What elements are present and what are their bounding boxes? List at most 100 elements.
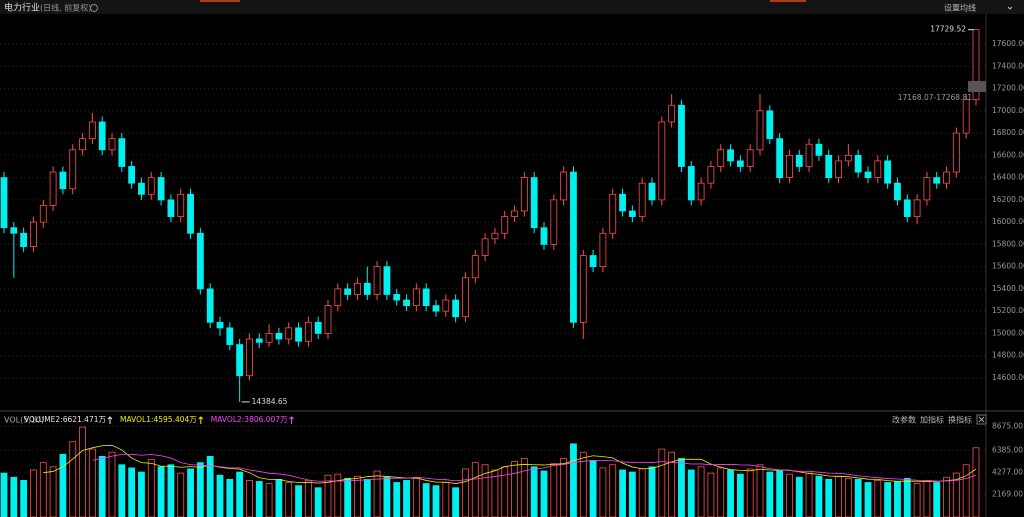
volume-bar [766, 471, 774, 517]
mavol-line [43, 444, 977, 484]
candle-body [550, 199, 558, 245]
volume-tick-label: 2169.00 [992, 489, 1023, 498]
volume-bar [638, 468, 646, 517]
volume-bar [894, 481, 901, 517]
candle-body [30, 221, 37, 248]
volume-bar [88, 448, 96, 517]
candle-body [727, 149, 734, 162]
candle-body [481, 238, 489, 256]
candle-body [952, 132, 960, 173]
panel-button[interactable]: 加指标 [920, 415, 944, 425]
candle-body [668, 104, 676, 123]
candle-body [471, 255, 479, 279]
legend-arrow [198, 416, 204, 424]
candle-body [766, 110, 774, 140]
volume-legend: MAVOL2:3806.007万 [211, 415, 288, 424]
candle-body [304, 321, 312, 342]
candle-body [589, 255, 597, 268]
volume-bar [383, 476, 391, 517]
candle-body [246, 338, 253, 377]
volume-bar [354, 475, 361, 517]
candle-body [786, 154, 793, 179]
candle-body [864, 171, 872, 179]
volume-bar [452, 487, 460, 517]
volume-bar [432, 485, 440, 517]
candle-body [236, 344, 244, 377]
candle-body [923, 177, 931, 201]
volume-bar [481, 464, 489, 517]
volume-bar [628, 471, 636, 517]
volume-bar [314, 487, 322, 517]
volume-bar [39, 462, 47, 517]
candle-body [295, 327, 302, 342]
candle-body [412, 288, 420, 307]
candle-body [0, 177, 8, 229]
panel-button[interactable]: 改参数 [892, 415, 916, 425]
volume-bar [736, 473, 744, 517]
y-tick-label: 16800.00 [992, 128, 1024, 137]
volume-bar [589, 460, 597, 517]
candle-body [520, 177, 528, 212]
volume-bar [462, 468, 469, 517]
candle-body [275, 333, 283, 340]
candle-body [452, 299, 460, 318]
candle-body [884, 160, 892, 184]
volume-bar [815, 475, 823, 517]
candle-body [196, 232, 204, 290]
candle-body [265, 333, 273, 343]
volume-bar [599, 467, 607, 517]
candle-body [501, 216, 509, 234]
candle-body [363, 282, 371, 295]
candle-body [913, 199, 921, 217]
volume-bar [854, 478, 862, 517]
volume-tick-label: 6385.00 [992, 445, 1023, 454]
y-tick-label: 15600.00 [992, 262, 1024, 271]
volume-bar [30, 469, 37, 517]
candle-body [874, 160, 882, 179]
close-icon [978, 416, 985, 423]
candle-body [746, 149, 754, 167]
candle-body [776, 138, 784, 179]
close-button[interactable] [976, 414, 987, 425]
candle-body [138, 182, 145, 195]
volume-bar [619, 469, 626, 517]
candle-body [540, 227, 548, 245]
candle-body [815, 143, 823, 156]
volume-bar [903, 477, 911, 517]
panel-button[interactable]: 换指标 [948, 415, 972, 425]
volume-bar [187, 468, 194, 517]
volume-bar [344, 477, 352, 517]
volume-bar [0, 472, 8, 517]
volume-bar [393, 482, 401, 517]
candle-body [579, 255, 587, 323]
candle-body [79, 138, 86, 151]
candle-body [118, 138, 126, 167]
volume-bar [49, 466, 57, 517]
y-tick-label: 16400.00 [992, 173, 1024, 182]
candle-body [903, 199, 911, 217]
volume-bar [128, 467, 136, 517]
candle-body [314, 321, 322, 334]
volume-bar [844, 477, 852, 517]
volume-bar [108, 451, 116, 517]
candle-body [383, 266, 391, 295]
volume-bar [295, 485, 302, 517]
volume-bar [177, 472, 185, 517]
volume-bar [167, 464, 175, 517]
candle-body [530, 177, 538, 229]
candle-body [943, 171, 950, 184]
settings-icon[interactable] [90, 4, 98, 12]
candle-body [216, 321, 224, 329]
candle-body [177, 193, 185, 217]
candle-body [835, 160, 842, 179]
y-tick-label: 17600.00 [992, 39, 1024, 48]
settings-button[interactable]: 设置均线 [944, 3, 976, 13]
volume-bar [10, 476, 18, 517]
y-tick-label: 17400.00 [992, 61, 1024, 70]
volume-bar [727, 469, 734, 517]
volume-bar [943, 476, 950, 517]
candle-body [324, 305, 332, 334]
header-bar [0, 0, 1024, 14]
candle-body [697, 182, 705, 201]
